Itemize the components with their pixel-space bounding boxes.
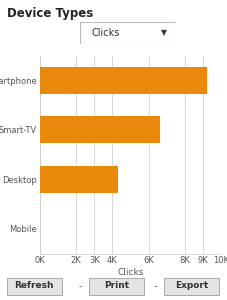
Bar (40, 166, 117, 193)
Bar (40, 116, 159, 143)
X-axis label: Clicks: Clicks (117, 268, 143, 277)
Text: Refresh: Refresh (14, 281, 54, 290)
Text: -: - (78, 281, 81, 291)
Text: Clicks: Clicks (91, 28, 119, 38)
FancyBboxPatch shape (79, 22, 175, 44)
Text: -: - (153, 281, 156, 291)
FancyBboxPatch shape (89, 278, 143, 295)
Text: ▼: ▼ (160, 28, 166, 37)
FancyBboxPatch shape (7, 278, 61, 295)
FancyBboxPatch shape (163, 278, 218, 295)
Text: Device Types: Device Types (7, 7, 93, 20)
Text: Export: Export (174, 281, 207, 290)
Bar (40, 67, 206, 94)
Text: Print: Print (103, 281, 128, 290)
